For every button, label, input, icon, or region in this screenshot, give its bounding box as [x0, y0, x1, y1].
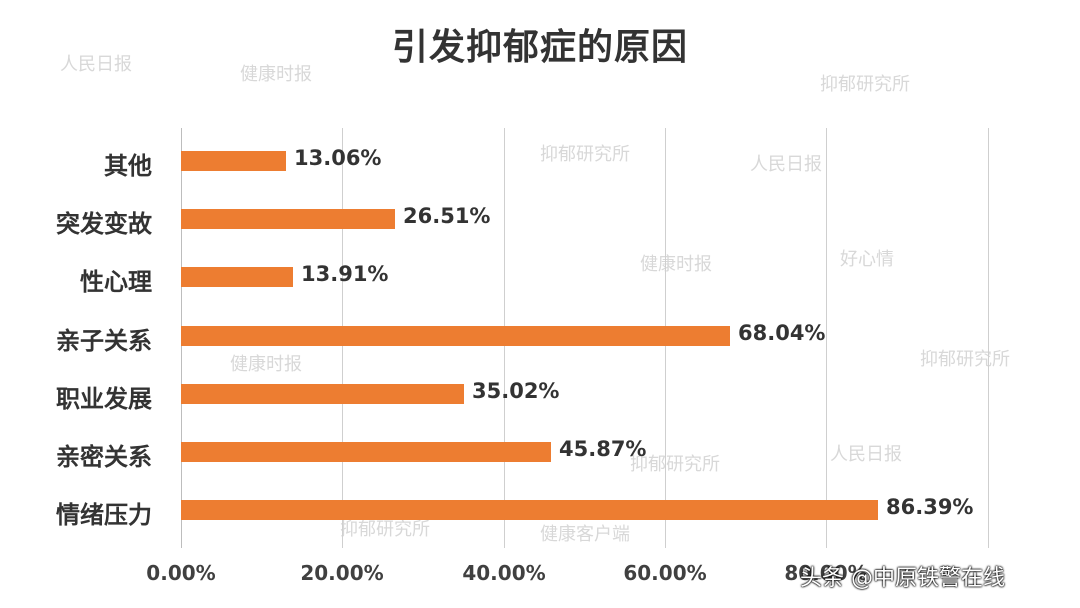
watermark: 人民日报 [60, 54, 132, 75]
x-tick-label: 0.00% [146, 561, 216, 585]
plot-area: 13.06% 26.51% 13.91% 68.04% 35.02% 45.87… [181, 128, 989, 548]
bar [181, 500, 878, 520]
category-label: 亲子关系 [56, 327, 152, 355]
source-credit: 头条 @中原铁警在线 [800, 566, 1005, 591]
watermark: 好心情 [840, 249, 894, 270]
watermark: 健康客户端 [540, 524, 630, 545]
bar-value-label: 35.02% [472, 379, 560, 403]
category-label: 亲密关系 [56, 443, 152, 471]
x-tick-label: 20.00% [300, 561, 384, 585]
bar [181, 326, 730, 346]
watermark: 健康时报 [230, 354, 302, 375]
bar-value-label: 45.87% [559, 437, 647, 461]
bar [181, 209, 395, 229]
x-tick-label: 40.00% [462, 561, 546, 585]
category-label: 其他 [104, 152, 152, 180]
bar-value-label: 13.06% [294, 146, 382, 170]
bar [181, 151, 286, 171]
gridline [826, 128, 827, 548]
watermark: 人民日报 [750, 154, 822, 175]
watermark: 抑郁研究所 [340, 519, 430, 540]
bar-value-label: 86.39% [886, 495, 974, 519]
category-label: 突发变故 [56, 210, 152, 238]
category-label: 职业发展 [56, 385, 152, 413]
watermark: 人民日报 [830, 444, 902, 465]
bar-value-label: 26.51% [403, 204, 491, 228]
x-tick-label: 60.00% [623, 561, 707, 585]
watermark: 抑郁研究所 [630, 454, 720, 475]
category-label: 性心理 [80, 268, 152, 296]
bar [181, 384, 464, 404]
bar [181, 442, 551, 462]
bar [181, 267, 293, 287]
category-label: 情绪压力 [56, 501, 152, 529]
watermark: 抑郁研究所 [820, 74, 910, 95]
bar-value-label: 13.91% [301, 262, 389, 286]
bar-value-label: 68.04% [738, 321, 826, 345]
watermark: 抑郁研究所 [540, 144, 630, 165]
x-tick-label: 80.00% [784, 561, 868, 585]
watermark: 健康时报 [240, 64, 312, 85]
watermark: 健康时报 [640, 254, 712, 275]
chart-title: 引发抑郁症的原因 [391, 27, 688, 68]
watermark: 抑郁研究所 [920, 349, 1010, 370]
gridline [988, 128, 989, 548]
